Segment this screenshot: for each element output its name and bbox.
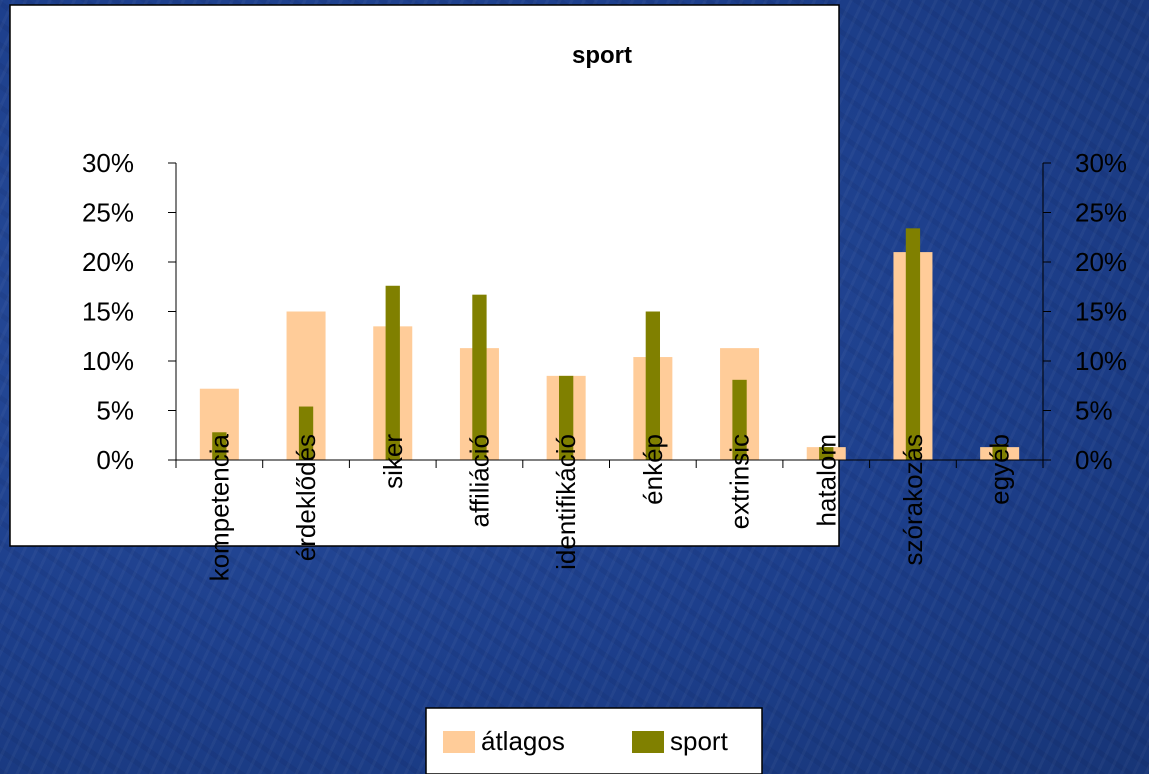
y-tick-label-left: 15% — [82, 297, 134, 327]
bar-sport-7 — [819, 447, 834, 460]
y-tick-label-right: 30% — [1075, 148, 1127, 178]
y-tick-label-right: 15% — [1075, 297, 1127, 327]
bar-sport-0 — [212, 432, 227, 460]
y-tick-label-left: 0% — [96, 445, 134, 475]
bar-sport-5 — [645, 311, 661, 460]
y-tick-label-right: 0% — [1075, 445, 1113, 475]
y-tick-label-left: 5% — [96, 396, 134, 426]
category-label: egyéb — [985, 434, 1015, 505]
bar-sport-3 — [472, 294, 487, 460]
chart-title: sport — [572, 42, 632, 69]
legend: átlagos sport — [425, 707, 763, 774]
bar-sport-9 — [992, 444, 1007, 460]
category-label: extrinsic — [725, 434, 755, 529]
bar-sport-4 — [558, 375, 574, 460]
legend-swatch-1 — [632, 731, 664, 753]
category-label: hatalom — [811, 434, 841, 527]
y-tick-label-right: 20% — [1075, 247, 1127, 277]
category-label: affiliáció — [464, 434, 494, 527]
y-tick-label-right: 5% — [1075, 396, 1113, 426]
legend-swatch-0 — [443, 731, 475, 753]
y-tick-label-left: 10% — [82, 346, 134, 376]
category-label: kompetencia — [204, 433, 234, 581]
y-tick-label-right: 25% — [1075, 198, 1127, 228]
category-label: siker — [378, 434, 408, 489]
legend-label-0: átlagos — [481, 726, 565, 756]
y-tick-label-right: 10% — [1075, 346, 1127, 376]
legend-box — [425, 707, 763, 774]
bar-sport-1 — [298, 406, 314, 460]
category-label: énkép — [638, 434, 668, 505]
bar-sport-6 — [732, 379, 747, 460]
y-tick-label-left: 20% — [82, 247, 134, 277]
y-tick-label-left: 25% — [82, 198, 134, 228]
y-tick-label-left: 30% — [82, 148, 134, 178]
legend-label-1: sport — [670, 726, 729, 756]
category-label: identifikáció — [551, 434, 581, 570]
bar-sport-2 — [385, 285, 400, 460]
category-label: érdeklődés — [291, 434, 321, 561]
plot-area-background — [9, 4, 840, 547]
category-label: szórakozás — [898, 434, 928, 566]
bar-sport-8 — [905, 228, 921, 460]
